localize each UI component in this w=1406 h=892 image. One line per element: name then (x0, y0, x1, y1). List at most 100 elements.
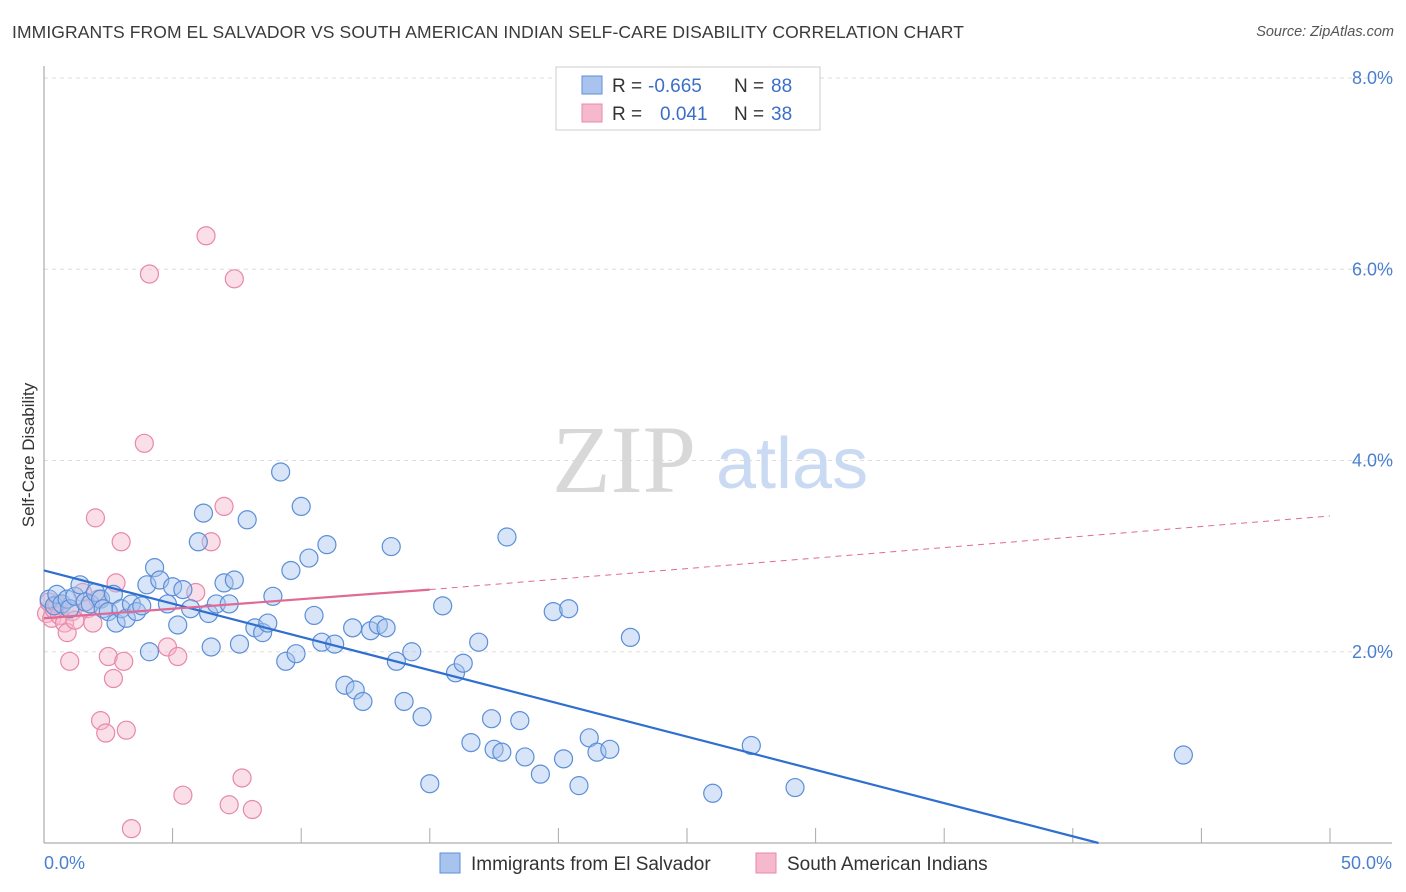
data-point (569, 776, 589, 796)
data-point (353, 691, 373, 712)
data-point (484, 739, 504, 759)
y-tick-label: 8.0% (1352, 68, 1393, 88)
data-point (276, 651, 296, 671)
series-immigrants-el-salvador (39, 462, 1193, 803)
data-point (96, 723, 116, 743)
grid-lines (44, 77, 1392, 653)
trend-lines (43, 515, 1331, 845)
watermark: ZIP atlas (552, 406, 868, 513)
legend-swatch-pink (581, 103, 603, 123)
trend-line-south-american-indians-extension (429, 515, 1331, 591)
data-point (144, 557, 165, 578)
data-point (600, 739, 620, 759)
data-point (229, 634, 250, 654)
series-legend-swatch-pink (755, 852, 777, 874)
data-point (219, 795, 239, 815)
chart-title: IMMIGRANTS FROM EL SALVADOR VS SOUTH AME… (12, 22, 964, 42)
data-point (196, 226, 216, 246)
trend-line-south-american-indians (43, 588, 430, 620)
legend-n-value-blue: 88 (771, 76, 792, 97)
data-point (412, 707, 432, 727)
series-south-american-indians (36, 226, 262, 839)
y-tick-label: 2.0% (1352, 642, 1393, 662)
data-point (281, 560, 301, 581)
data-point (420, 774, 440, 794)
data-point (232, 768, 252, 788)
correlation-legend: R = -0.665 N = 88 R = 0.041 N = 38 (555, 66, 821, 131)
data-point (214, 496, 234, 516)
data-point (137, 575, 157, 595)
data-point (242, 799, 262, 820)
data-point (368, 615, 388, 635)
legend-r-label-blue: R = (612, 76, 642, 97)
legend-n-value-pink: 38 (771, 104, 792, 125)
data-point (553, 749, 574, 769)
data-point (394, 691, 414, 712)
data-point (497, 527, 517, 547)
data-point (530, 764, 550, 784)
legend-n-label-blue: N = (734, 76, 764, 97)
y-tick-label: 4.0% (1352, 451, 1393, 471)
data-point (157, 637, 178, 657)
data-point (510, 710, 530, 731)
data-point (515, 747, 535, 767)
series-legend-label-pink: South American Indians (787, 854, 988, 875)
data-point (620, 627, 641, 648)
data-point (402, 642, 422, 662)
data-point (168, 615, 188, 635)
data-point (224, 570, 244, 590)
legend-r-value-blue: -0.665 (648, 76, 702, 97)
data-point (90, 710, 111, 731)
watermark-atlas: atlas (716, 424, 868, 504)
data-point (139, 264, 160, 284)
data-point (461, 732, 481, 753)
data-point (361, 621, 381, 641)
data-point (741, 735, 761, 756)
data-point (343, 618, 363, 638)
data-point (60, 651, 80, 671)
data-point (1173, 745, 1193, 765)
data-point (121, 819, 142, 839)
data-point (376, 618, 396, 638)
series-legend-swatch-blue (439, 852, 461, 874)
data-point (271, 462, 291, 482)
data-point (335, 675, 355, 695)
x-ticks (172, 828, 1331, 843)
y-axis-title: Self-Care Disability (19, 382, 38, 527)
data-point (103, 668, 124, 689)
legend-r-label-pink: R = (612, 104, 642, 125)
data-point (173, 579, 193, 600)
data-point (116, 720, 136, 740)
y-tick-label: 6.0% (1352, 259, 1393, 279)
data-point (201, 637, 221, 657)
legend-r-value-pink: 0.041 (660, 104, 708, 125)
data-point (65, 586, 85, 606)
data-point (193, 503, 214, 523)
data-point (80, 594, 100, 614)
legend-n-label-pink: N = (734, 104, 764, 125)
data-point (543, 601, 563, 622)
data-point (224, 269, 244, 289)
x-tick-label-max: 50.0% (1341, 853, 1392, 873)
data-point (433, 596, 453, 616)
data-point (559, 599, 579, 619)
source-credit: Source: ZipAtlas.com (1256, 24, 1394, 40)
data-point (139, 642, 160, 662)
series-legend-label-blue: Immigrants from El Salvador (471, 854, 711, 875)
data-point (785, 777, 805, 798)
series-legend: Immigrants from El Salvador South Americ… (439, 852, 988, 875)
data-point (299, 548, 319, 568)
data-point (317, 535, 337, 555)
legend-swatch-blue (581, 75, 603, 95)
data-point (237, 510, 257, 530)
data-point (98, 646, 118, 667)
data-point (134, 433, 154, 453)
data-point (481, 709, 502, 729)
axes (43, 66, 1392, 844)
trend-line-el-salvador (43, 569, 1099, 845)
data-point (114, 651, 134, 671)
data-point (492, 742, 512, 762)
data-point (453, 653, 473, 673)
data-point (286, 644, 306, 664)
